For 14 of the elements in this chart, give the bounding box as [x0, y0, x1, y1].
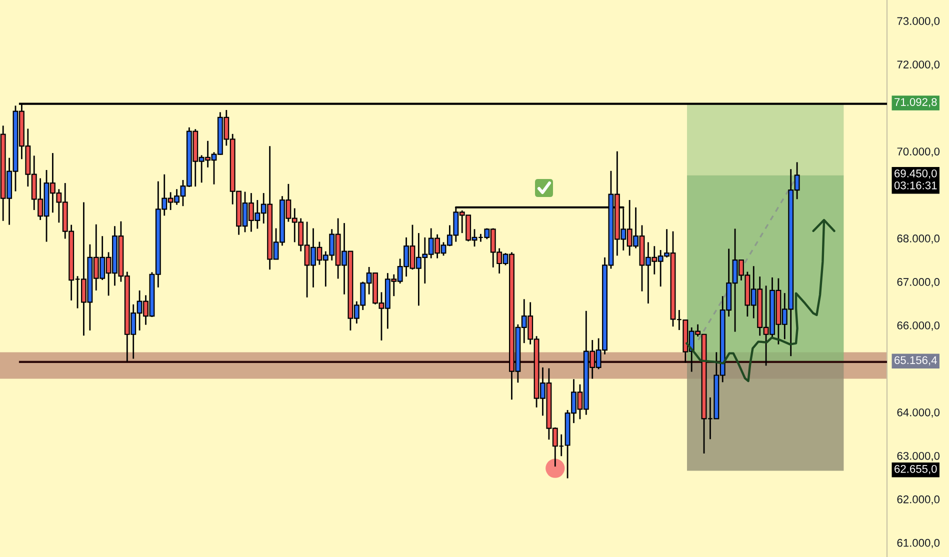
ref-line-label: 65.156,4: [894, 356, 937, 366]
y-tick-label: 70.000,0: [897, 148, 940, 157]
y-tick-label: 68.000,0: [897, 234, 940, 244]
y-tick-label: 66.000,0: [897, 322, 940, 331]
y-tick-label: 72.000,0: [897, 60, 940, 70]
ref-line-label: 71.092,8: [894, 98, 937, 108]
y-tick-label: 64.000,0: [897, 408, 940, 418]
y-tick-label: 63.000,0: [897, 452, 940, 462]
y-tick-label: 61.000,0: [897, 538, 940, 548]
y-tick-label: 67.000,0: [897, 278, 940, 288]
text: 69.450,0 03:16:31: [894, 169, 937, 190]
y-tick-label: 62.000,0: [897, 495, 940, 505]
text: 62.655,0: [894, 464, 937, 474]
y-tick-label: 73.000,0: [897, 17, 940, 26]
